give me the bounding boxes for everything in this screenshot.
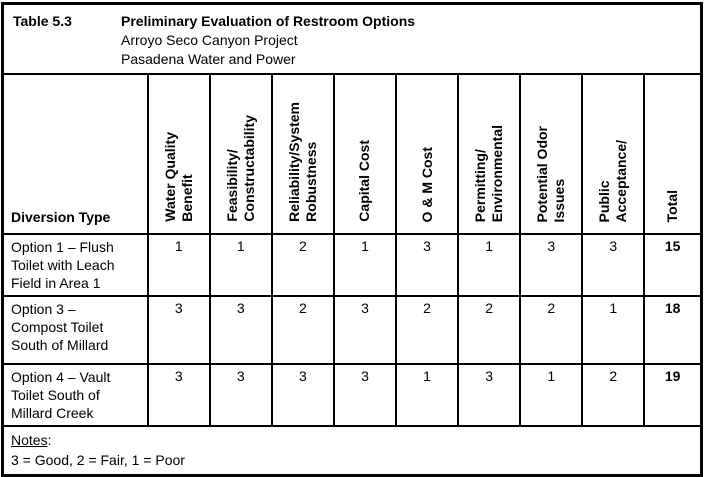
score-cell: 2: [270, 295, 335, 365]
column-header-permitting: Permitting/ Environmental: [457, 73, 522, 235]
score-cell: 3: [146, 295, 211, 365]
table-row-option-1: Option 1 – Flush Toilet with Leach Field…: [1, 233, 703, 297]
score-cell: 3: [208, 363, 273, 427]
rotated-header-label: Reliability/System Robustness: [285, 102, 319, 222]
rotated-header-label: Public Acceptance/: [596, 139, 630, 222]
score-cell: 3: [332, 295, 398, 365]
score-cell: 1: [519, 363, 584, 427]
table-row-option-4: Option 4 – Vault Toilet South of Millard…: [1, 363, 703, 427]
row-label: Option 3 – Compost Toilet South of Milla…: [1, 295, 149, 365]
score-cell: 2: [581, 363, 646, 427]
table-title: Preliminary Evaluation of Restroom Optio…: [121, 13, 416, 29]
rotated-header-label: Total: [664, 189, 681, 222]
table-row-option-3: Option 3 – Compost Toilet South of Milla…: [1, 295, 703, 365]
notes-row: Notes: 3 = Good, 2 = Fair, 1 = Poor: [1, 425, 703, 477]
score-cell: 1: [208, 233, 273, 297]
row-label: Option 4 – Vault Toilet South of Millard…: [1, 363, 149, 427]
notes-legend: 3 = Good, 2 = Fair, 1 = Poor: [11, 452, 185, 468]
notes-heading: Notes:: [11, 430, 692, 450]
rotated-header-label: O & M Cost: [418, 146, 435, 222]
total-cell: 15: [643, 233, 703, 297]
rotated-header-label: Potential Odor Issues: [534, 125, 568, 222]
rotated-header-label: Feasibility/ Constructability: [223, 115, 257, 222]
score-cell: 3: [332, 363, 398, 427]
column-header-water-quality: Water Quality Benefit: [146, 73, 211, 235]
column-header-reliability: Reliability/System Robustness: [270, 73, 335, 235]
score-cell: 1: [332, 233, 398, 297]
score-cell: 2: [395, 295, 460, 365]
rotated-header-label: Water Quality Benefit: [161, 132, 195, 222]
title-cell: Table 5.3 Preliminary Evaluation of Rest…: [1, 2, 703, 75]
column-header-diversion-type: Diversion Type: [1, 73, 149, 235]
score-cell: 1: [581, 295, 646, 365]
score-cell: 3: [581, 233, 646, 297]
score-cell: 3: [208, 295, 273, 365]
title-row: Table 5.3 Preliminary Evaluation of Rest…: [1, 2, 703, 75]
column-header-odor: Potential Odor Issues: [519, 73, 584, 235]
rotated-header-label: Capital Cost: [356, 140, 373, 222]
total-cell: 18: [643, 295, 703, 365]
score-cell: 3: [519, 233, 584, 297]
score-cell: 1: [395, 363, 460, 427]
row-label: Option 1 – Flush Toilet with Leach Field…: [1, 233, 149, 297]
notes-cell: Notes: 3 = Good, 2 = Fair, 1 = Poor: [1, 425, 703, 477]
table-subtitle-agency: Pasadena Water and Power: [121, 51, 296, 67]
score-cell: 3: [457, 363, 522, 427]
score-cell: 1: [457, 233, 522, 297]
column-header-public-acceptance: Public Acceptance/: [581, 73, 646, 235]
score-cell: 1: [146, 233, 211, 297]
table-subtitle-project: Arroyo Seco Canyon Project: [121, 32, 298, 48]
column-header-total: Total: [643, 73, 703, 235]
notes-colon: :: [47, 432, 52, 448]
notes-label: Notes: [11, 432, 48, 448]
score-cell: 3: [270, 363, 335, 427]
score-cell: 3: [146, 363, 211, 427]
score-cell: 2: [519, 295, 584, 365]
column-header-row: Diversion Type Water Quality Benefit Fea…: [1, 73, 703, 235]
column-header-om-cost: O & M Cost: [395, 73, 460, 235]
rotated-header-label: Permitting/ Environmental: [472, 124, 506, 222]
column-header-capital-cost: Capital Cost: [332, 73, 398, 235]
table-number: Table 5.3: [13, 13, 72, 29]
total-cell: 19: [643, 363, 703, 427]
column-header-feasibility: Feasibility/ Constructability: [208, 73, 273, 235]
score-cell: 2: [270, 233, 335, 297]
score-cell: 3: [395, 233, 460, 297]
score-cell: 2: [457, 295, 522, 365]
